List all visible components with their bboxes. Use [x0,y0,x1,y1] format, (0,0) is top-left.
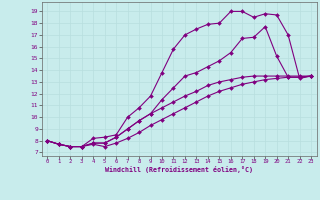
X-axis label: Windchill (Refroidissement éolien,°C): Windchill (Refroidissement éolien,°C) [105,166,253,173]
